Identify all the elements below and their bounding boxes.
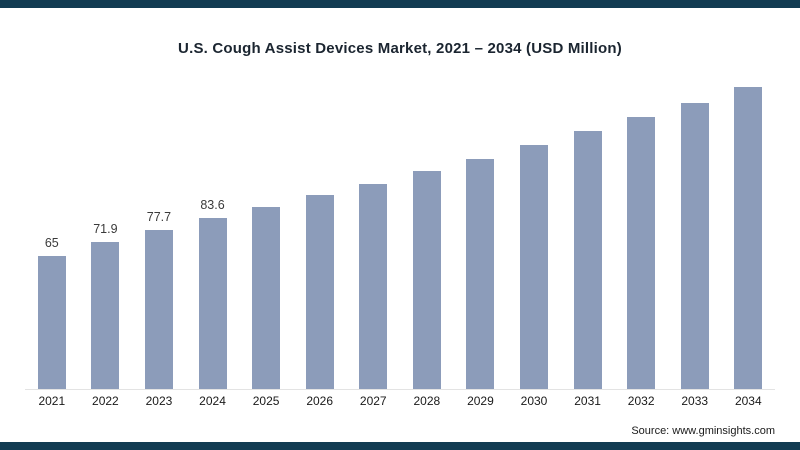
bar-column: 65 [25, 236, 79, 389]
bar [627, 117, 656, 389]
bar [734, 87, 763, 389]
x-axis-label: 2029 [467, 394, 494, 408]
source-text: Source: www.gminsights.com [631, 425, 775, 437]
bar-value-label: 65 [44, 236, 59, 250]
bar-column [507, 125, 561, 389]
bottom-accent-border [0, 442, 800, 450]
bar [359, 184, 388, 389]
bar [466, 159, 495, 389]
bar [519, 145, 548, 389]
bar-column [668, 83, 722, 389]
bar [573, 131, 602, 389]
x-axis-label: 2033 [681, 394, 709, 408]
bar [37, 256, 66, 389]
bar [412, 171, 441, 389]
bar-chart-plot-area: 65 71.9 77.7 83.6 [25, 80, 775, 390]
bar [198, 218, 227, 389]
bar-column [454, 139, 508, 389]
bar-column [293, 175, 347, 389]
bar-column: 83.6 [186, 198, 240, 389]
x-axis-label: 2021 [38, 394, 66, 408]
bar-value-label: 77.7 [146, 210, 172, 224]
bar-column [722, 67, 776, 389]
chart-title: U.S. Cough Assist Devices Market, 2021 –… [178, 40, 622, 57]
bar [252, 207, 281, 389]
bar-column [400, 151, 454, 389]
bar-column [346, 164, 400, 389]
top-accent-border [0, 0, 800, 8]
bar [305, 195, 334, 389]
bar-column [614, 97, 668, 389]
x-axis-label: 2025 [252, 394, 280, 408]
bar [680, 103, 709, 389]
x-axis-label: 2031 [574, 394, 601, 408]
bar-column: 71.9 [79, 222, 133, 389]
x-axis-label: 2023 [145, 394, 173, 408]
bar-value-label: 83.6 [200, 198, 225, 212]
x-axis-labels: 2021 2022 2023 2024 2025 2026 2027 2028 2029 2030… [25, 394, 775, 408]
x-axis-label: 2032 [627, 394, 655, 408]
bar [144, 230, 173, 389]
bar-column [239, 187, 293, 389]
x-axis-label: 2022 [92, 394, 119, 408]
bar-column: 77.7 [132, 210, 186, 389]
x-axis-label: 2028 [413, 394, 441, 408]
bar-value-label: 71.9 [93, 222, 118, 236]
x-axis-label: 2024 [199, 394, 226, 408]
x-axis-label: 2034 [734, 394, 762, 408]
bar-column [561, 111, 615, 389]
x-axis-label: 2027 [359, 394, 387, 408]
bar [91, 242, 120, 389]
x-axis-label: 2030 [520, 394, 548, 408]
x-axis-label: 2026 [306, 394, 334, 408]
